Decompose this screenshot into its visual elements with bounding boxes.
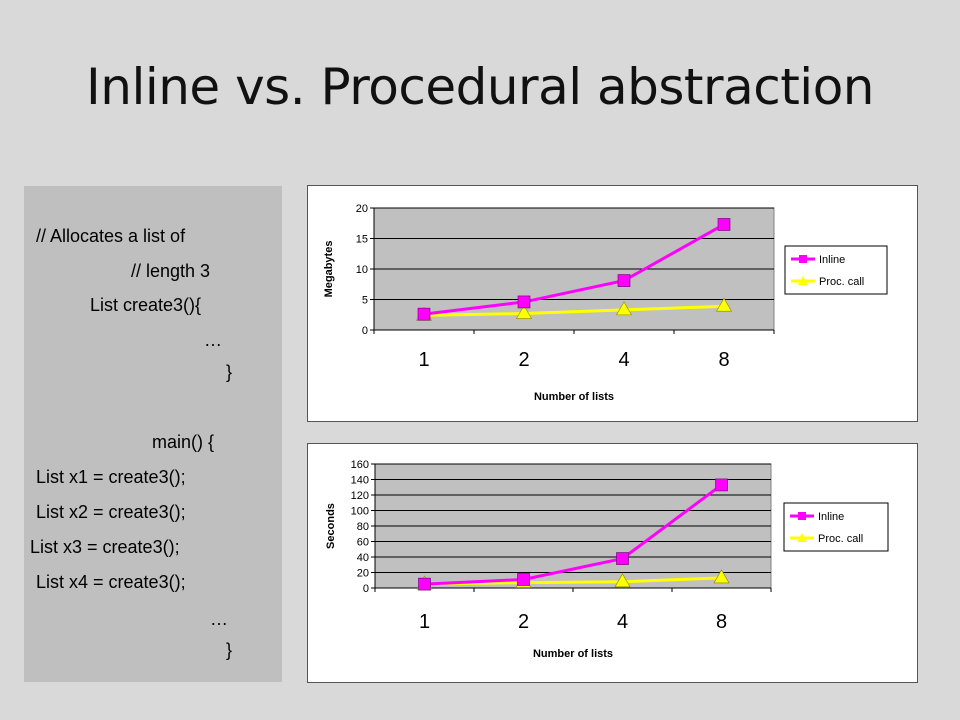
code-line: List x3 = create3(); bbox=[30, 537, 180, 557]
data-point-square bbox=[517, 573, 530, 586]
series-line-1 bbox=[423, 304, 725, 317]
data-point-square bbox=[717, 218, 731, 231]
x-tick-label: 4 bbox=[618, 349, 629, 371]
data-point-triangle bbox=[515, 304, 533, 319]
code-line: List x2 = create3(); bbox=[36, 502, 186, 522]
y-tick-label: 5 bbox=[362, 295, 368, 307]
x-tick-label: 2 bbox=[518, 349, 529, 371]
code-panel: // Allocates a list of // length 3 List … bbox=[24, 186, 282, 682]
x-tick-label: 1 bbox=[418, 349, 429, 371]
data-point-triangle bbox=[715, 297, 733, 312]
code-line: List x4 = create3(); bbox=[36, 572, 186, 592]
legend-box bbox=[783, 502, 889, 552]
legend-marker-square bbox=[798, 512, 806, 520]
data-point-triangle bbox=[614, 573, 631, 588]
data-point-square bbox=[517, 295, 531, 309]
y-tick-label: 140 bbox=[351, 475, 369, 487]
seconds-chart: 0 20 40 60 80 100 120 140 160 1 2 4 8 Number of lists… bbox=[307, 443, 918, 683]
y-tick-label: 160 bbox=[351, 459, 369, 471]
data-point-square bbox=[418, 577, 431, 591]
x-tick-label: 1 bbox=[419, 611, 430, 633]
legend-label: Proc. call bbox=[818, 533, 863, 545]
legend-marker-triangle bbox=[797, 533, 807, 542]
series-line-0 bbox=[423, 223, 725, 316]
y-tick-label: 0 bbox=[363, 583, 369, 595]
legend-marker-square bbox=[799, 255, 807, 263]
x-tick-label: 2 bbox=[518, 611, 529, 633]
y-tick-label: 20 bbox=[357, 568, 369, 580]
legend-label: Inline bbox=[819, 254, 845, 266]
code-line: // Allocates a list of bbox=[36, 226, 186, 246]
code-line: … bbox=[210, 609, 228, 629]
y-tick-label: 20 bbox=[356, 203, 368, 215]
y-tick-label: 40 bbox=[357, 552, 369, 564]
data-point-square bbox=[715, 478, 728, 492]
x-axis-title: Number of lists bbox=[534, 391, 614, 403]
code-line: } bbox=[226, 640, 233, 660]
code-line: // length 3 bbox=[131, 261, 211, 281]
series-line-1 bbox=[424, 576, 722, 586]
data-point-square bbox=[417, 307, 431, 321]
y-tick-label: 60 bbox=[357, 537, 369, 549]
y-tick-label: 10 bbox=[356, 264, 368, 276]
slide-title: Inline vs. Procedural abstraction bbox=[86, 58, 874, 116]
y-tick-label: 15 bbox=[356, 234, 368, 246]
code-line: List create3(){ bbox=[90, 295, 202, 315]
megabytes-chart: 0 5 10 15 20 1 2 4 8 Number of lists Megabytes Inli… bbox=[307, 185, 918, 422]
legend-box bbox=[784, 245, 888, 295]
code-line: … bbox=[204, 330, 222, 350]
data-point-triangle bbox=[713, 569, 730, 584]
y-tick-label: 80 bbox=[357, 521, 369, 533]
y-tick-label: 0 bbox=[362, 325, 368, 337]
series-line-0 bbox=[424, 483, 723, 586]
code-line: List x1 = create3(); bbox=[36, 467, 186, 487]
y-axis-title: Seconds bbox=[325, 503, 337, 549]
code-line: main() { bbox=[152, 432, 215, 452]
code-line: } bbox=[226, 362, 233, 382]
legend-label: Inline bbox=[818, 511, 844, 523]
legend-label: Proc. call bbox=[819, 276, 864, 288]
y-tick-label: 100 bbox=[351, 506, 369, 518]
y-axis-title: Megabytes bbox=[323, 241, 335, 298]
x-tick-label: 8 bbox=[718, 349, 729, 371]
x-tick-label: 8 bbox=[716, 611, 727, 633]
seconds-chart-svg: 0 20 40 60 80 100 120 140 160 1 2 4 8 Number of lists… bbox=[325, 459, 889, 660]
legend-marker-triangle bbox=[798, 276, 808, 285]
x-tick-label: 4 bbox=[617, 611, 628, 633]
data-point-square bbox=[617, 274, 631, 287]
data-point-triangle bbox=[615, 301, 633, 316]
y-tick-label: 120 bbox=[351, 490, 369, 502]
data-point-square bbox=[616, 552, 629, 565]
x-axis-title: Number of lists bbox=[533, 648, 613, 660]
